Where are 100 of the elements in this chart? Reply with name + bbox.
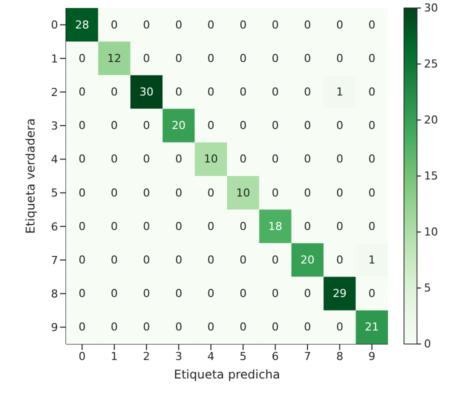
x-tick-label: 8 bbox=[336, 350, 344, 363]
color-bar-label: 0 bbox=[424, 338, 431, 350]
data-label: 20 bbox=[172, 119, 186, 132]
data-label: 0 bbox=[272, 320, 279, 334]
data-label: 0 bbox=[207, 18, 214, 32]
y-axis-title: Etiqueta verdadera bbox=[23, 118, 38, 234]
data-label: 1 bbox=[336, 86, 344, 98]
data-label: 0 bbox=[78, 254, 86, 266]
data-label: 0 bbox=[78, 52, 86, 65]
y-tick-label: 4 bbox=[51, 153, 58, 166]
data-label: 0 bbox=[110, 152, 118, 166]
data-label: 0 bbox=[304, 86, 311, 98]
data-label: 0 bbox=[240, 287, 247, 300]
data-label: 0 bbox=[304, 186, 311, 200]
data-label: 0 bbox=[110, 287, 118, 300]
x-tick-label: 2 bbox=[143, 350, 150, 363]
data-label: 0 bbox=[304, 119, 311, 132]
data-label: 0 bbox=[272, 52, 279, 65]
data-label: 0 bbox=[78, 152, 86, 166]
data-label: 0 bbox=[207, 220, 214, 233]
data-label: 0 bbox=[336, 18, 344, 32]
data-label: 0 bbox=[336, 254, 344, 266]
data-label: 0 bbox=[78, 320, 86, 334]
data-label: 0 bbox=[143, 254, 150, 266]
color-bar-label: 10 bbox=[424, 226, 438, 238]
data-label: 0 bbox=[368, 18, 376, 32]
color-bar-label: 20 bbox=[424, 114, 438, 126]
data-label: 0 bbox=[240, 52, 247, 65]
y-tick-label: 8 bbox=[51, 288, 58, 301]
data-label: 0 bbox=[207, 186, 214, 200]
data-label: 12 bbox=[107, 52, 122, 65]
data-label: 0 bbox=[143, 119, 150, 132]
x-axis-title: Etiqueta predicha bbox=[174, 368, 280, 382]
data-label: 10 bbox=[204, 152, 218, 166]
data-label: 0 bbox=[78, 287, 86, 300]
data-label: 0 bbox=[336, 152, 344, 166]
data-label: 0 bbox=[175, 220, 182, 233]
data-label: 0 bbox=[143, 152, 150, 166]
data-label: 0 bbox=[304, 320, 311, 334]
data-label: 0 bbox=[304, 287, 311, 300]
data-label: 0 bbox=[368, 52, 376, 65]
data-label: 0 bbox=[336, 186, 344, 200]
data-label: 0 bbox=[207, 119, 214, 132]
data-label: 0 bbox=[175, 52, 182, 65]
data-label: 0 bbox=[272, 119, 279, 132]
data-label: 0 bbox=[336, 320, 344, 334]
data-label: 20 bbox=[300, 254, 314, 266]
data-label: 0 bbox=[368, 287, 376, 300]
data-label: 0 bbox=[336, 119, 344, 132]
x-tick-label: 3 bbox=[175, 350, 182, 363]
data-label: 0 bbox=[240, 86, 247, 98]
x-tick-label: 7 bbox=[304, 350, 311, 363]
data-label: 0 bbox=[240, 320, 247, 334]
data-label: 0 bbox=[78, 186, 86, 200]
data-label: 0 bbox=[368, 86, 376, 98]
data-label: 0 bbox=[175, 254, 182, 266]
data-label: 0 bbox=[207, 287, 214, 300]
data-label: 21 bbox=[364, 320, 379, 334]
x-tick-label: 4 bbox=[207, 350, 214, 363]
data-label: 30 bbox=[140, 86, 154, 98]
data-label: 0 bbox=[240, 119, 247, 132]
data-label: 29 bbox=[332, 287, 347, 300]
data-label: 0 bbox=[175, 287, 182, 300]
x-tick-label: 0 bbox=[78, 350, 86, 363]
data-label: 0 bbox=[110, 86, 118, 98]
color-bar-label: 5 bbox=[424, 282, 431, 294]
data-label: 0 bbox=[110, 320, 118, 334]
data-label: 0 bbox=[110, 119, 118, 132]
data-label: 0 bbox=[175, 186, 182, 200]
color-bar-label: 15 bbox=[424, 170, 438, 182]
data-label: 0 bbox=[240, 152, 247, 166]
data-label: 0 bbox=[240, 18, 247, 32]
data-label: 10 bbox=[236, 186, 250, 200]
data-label: 0 bbox=[143, 320, 150, 334]
data-label: 0 bbox=[304, 18, 311, 32]
data-label: 0 bbox=[272, 86, 279, 98]
data-label: 0 bbox=[143, 220, 150, 233]
data-label: 0 bbox=[207, 254, 214, 266]
data-label: 0 bbox=[78, 220, 86, 233]
data-label: 0 bbox=[272, 254, 279, 266]
data-label: 0 bbox=[175, 320, 182, 334]
data-label: 0 bbox=[272, 287, 279, 300]
data-label: 0 bbox=[368, 152, 376, 166]
data-label: 0 bbox=[110, 186, 118, 200]
y-tick-label: 5 bbox=[51, 186, 58, 200]
data-label: 0 bbox=[143, 287, 150, 300]
x-tick-label: 1 bbox=[110, 350, 118, 363]
data-label: 0 bbox=[110, 254, 118, 266]
y-tick-label: 7 bbox=[51, 254, 58, 267]
data-label: 0 bbox=[368, 186, 376, 200]
data-label: 0 bbox=[143, 52, 150, 65]
data-label: 0 bbox=[304, 152, 311, 166]
data-label: 0 bbox=[143, 18, 150, 32]
y-tick-label: 3 bbox=[51, 120, 58, 133]
y-tick-label: 9 bbox=[51, 321, 58, 334]
data-label: 28 bbox=[75, 18, 90, 32]
data-label: 0 bbox=[175, 18, 182, 32]
y-tick-label: 1 bbox=[51, 52, 58, 66]
data-label: 0 bbox=[336, 52, 344, 65]
x-tick-label: 5 bbox=[240, 350, 247, 363]
